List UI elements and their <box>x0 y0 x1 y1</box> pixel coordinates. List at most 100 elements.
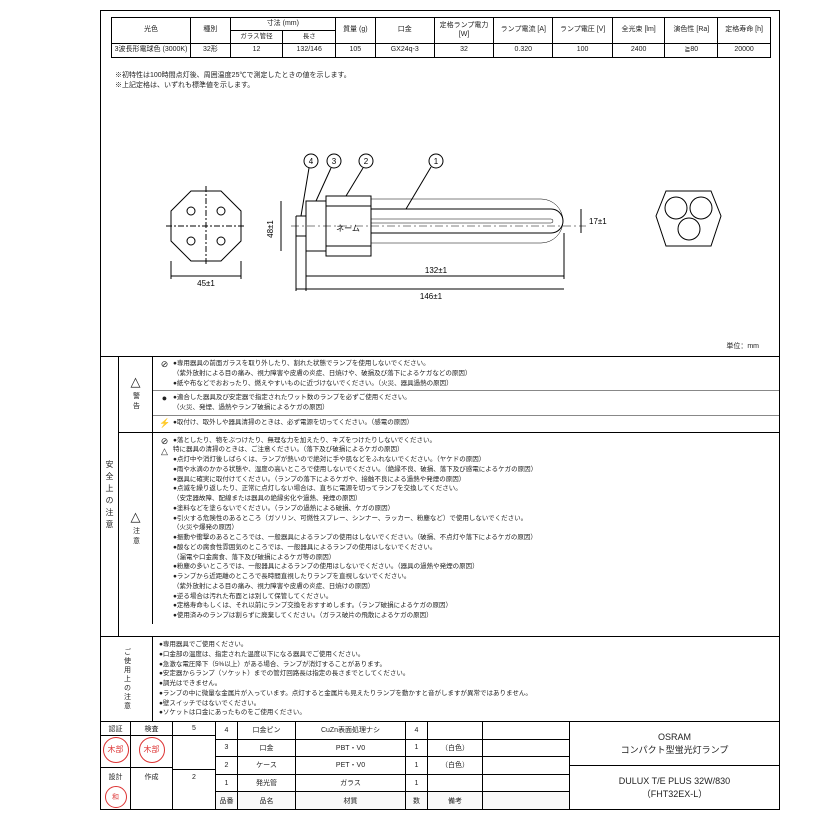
parts-row: 3口金PBT・V01（白色） <box>216 740 569 758</box>
part-num: 4 <box>216 722 238 739</box>
drawing-frame: 光色 種別 寸法 (mm) 質量 (g) 口金 定格ランプ電力 [W] ランプ電… <box>100 10 780 810</box>
parts-row: 2ケースPET・V01（白色） <box>216 757 569 775</box>
hdr-check: 検査 <box>131 722 172 736</box>
usage-content: ●専用器具でご使用ください。●口金部の温度は、指定された温度以下になる器具でご使… <box>153 637 779 721</box>
usage-text: ●専用器具でご使用ください。 <box>159 640 773 650</box>
v-color: 3波長形電球色 (3000K) <box>112 44 191 57</box>
h-len: 長さ <box>283 31 336 44</box>
dim-len2: 146±1 <box>420 292 443 301</box>
hdr-2: 2 <box>192 774 196 781</box>
warn-symbol-icon: ⚡ <box>159 418 170 429</box>
warning-label: 警告 <box>131 392 141 412</box>
title-block: 認証 木部 設計 和 検査 木部 作成 <box>101 721 779 809</box>
caution-triangle-icon: △ <box>131 510 141 523</box>
lamp-diagram: 45±1 ネーム 48±1 <box>111 101 771 341</box>
stamp-2: 木部 <box>139 737 165 763</box>
part-name: 口金ピン <box>238 722 296 739</box>
caution-text: ●ランプから近距離のところで長時間直視したりランプを直視しないでください。 <box>173 572 773 582</box>
v-mass: 105 <box>336 44 376 57</box>
caution-text: ●引火する危険性のあるところ（ガソリン、可燃性スプレー、シンナー、ラッカー、粉塵… <box>173 514 773 524</box>
datasheet-page: 光色 種別 寸法 (mm) 質量 (g) 口金 定格ランプ電力 [W] ランプ電… <box>0 0 822 822</box>
callout-2: 2 <box>364 157 369 166</box>
v-watt: 32 <box>434 44 493 57</box>
h-dia: ガラス管径 <box>230 31 283 44</box>
caution-text: ●器具に確実に取付けてください。（ランプの落下によるケガや、接触不良による過熱や… <box>173 475 773 485</box>
note-1: ※初特性は100時間点灯後、周囲温度25℃で測定したときの値を示します。 <box>115 71 351 81</box>
warning-triangle-icon: △ <box>131 375 141 388</box>
h-watt: 定格ランプ電力 [W] <box>434 18 493 44</box>
h-color: 光色 <box>112 18 191 44</box>
title-company: OSRAM コンパクト型蛍光灯ランプ <box>570 722 779 766</box>
hdr-cert: 認証 <box>101 722 130 736</box>
h-amp: ランプ電流 [A] <box>494 18 553 44</box>
part-num: 1 <box>216 775 238 792</box>
v-type: 32形 <box>191 44 231 57</box>
parts-row: 1発光管ガラス1 <box>216 775 569 793</box>
caution-text: （火災や爆発の原因） <box>173 523 773 533</box>
note-2: ※上記定格は、いずれも標準値を示します。 <box>115 81 351 91</box>
warn-symbol-icon: ⊘ <box>159 359 170 370</box>
warn-text: ●適合した器具及び安定器で指定されたワット数のランプを必ずご使用ください。 （火… <box>173 393 411 413</box>
v-ra: ≧80 <box>665 44 718 57</box>
caution-symbol-icon: ⊘△ <box>159 436 170 458</box>
parts-header: 品番品名材質数備考 <box>216 792 569 809</box>
caution-text: ●塗料などを塗らないでください。（ランプの過熱による破損、ケガの原因） <box>173 504 773 514</box>
approval-block: 認証 木部 設計 和 検査 木部 作成 <box>101 722 216 809</box>
part-qty: 1 <box>406 757 428 774</box>
caution-text: 特に器具の清掃のときは、ご注意ください。（落下及び破損によるケガの原因） <box>173 445 773 455</box>
h-mass: 質量 (g) <box>336 18 376 44</box>
warning-content: ⊘●専用器具の前面ガラスを取り外したり、割れた状態でランプを使用しないでください… <box>153 356 779 432</box>
title-model: DULUX T/E PLUS 32W/830 （FHT32EX-L） <box>570 766 779 809</box>
spec-notes: ※初特性は100時間点灯後、周囲温度25℃で測定したときの値を示します。 ※上記… <box>115 71 351 91</box>
unit-label: 単位：mm <box>726 341 759 351</box>
caution-text: （漏電や口金腐食、落下及び破損によるケガ等の原因） <box>173 553 773 563</box>
hdr-design: 設計 <box>109 772 123 782</box>
caution-text: ●点滅を繰り返したり、正常に点灯しない場合は、直ちに電源を切ってランプを交換して… <box>173 484 773 494</box>
caution-content: ⊘△●落としたり、物をぶつけたり、無理な力を加えたり、キズをつけたりしないでくだ… <box>153 433 779 624</box>
part-num: 2 <box>216 757 238 774</box>
caution-text: ●雨や水滴のかかる状態や、湿度の高いところで使用しないでください。（絶縁不良、破… <box>173 465 773 475</box>
part-qty: 1 <box>406 775 428 792</box>
usage-text: ●ランプの中に微量な金属片が入っています。点灯すると金属片も見えたりランプを動か… <box>159 689 773 699</box>
part-mat: CuZn表面処理ナシ <box>296 722 406 739</box>
usage-text: ●急激な電圧降下（5%以上）がある場合、ランプが消灯することがあります。 <box>159 660 773 670</box>
part-mat: ガラス <box>296 775 406 792</box>
part-note <box>428 722 483 739</box>
parts-table: 4口金ピンCuZn表面処理ナシ43口金PBT・V01（白色）2ケースPET・V0… <box>216 722 569 809</box>
callout-1: 1 <box>434 157 439 166</box>
caution-row: △ 注意 ⊘△●落としたり、物をぶつけたり、無理な力を加えたり、キズをつけたりし… <box>119 433 779 624</box>
h-cap: 口金 <box>375 18 434 44</box>
dim-socket-w: 45±1 <box>197 279 215 288</box>
usage-text: ●調光はできません。 <box>159 679 773 689</box>
part-qty: 4 <box>406 722 428 739</box>
v-len: 132/146 <box>283 44 336 57</box>
callout-4: 4 <box>309 157 314 166</box>
part-note: （白色） <box>428 740 483 757</box>
part-qty: 1 <box>406 740 428 757</box>
h-type: 種別 <box>191 18 231 44</box>
warn-text: ●取付け、取外しや器具清掃のときは、必ず電源を切ってください。（感電の原因） <box>173 418 413 428</box>
caution-text: （安定器故障、配線または器具の絶縁劣化や過熱、発煙の原因） <box>173 494 773 504</box>
part-name: 発光管 <box>238 775 296 792</box>
caution-text: ●酸などの腐食性雰囲気のところでは、一般器具によるランプの使用はしないでください… <box>173 543 773 553</box>
warn-text: ●専用器具の前面ガラスを取り外したり、割れた状態でランプを使用しないでください。… <box>173 359 471 388</box>
caution-text: ●点灯中や消灯後しばらくは、ランプが熱いので絶対に手や肌などをふれないでください… <box>173 455 773 465</box>
v-lm: 2400 <box>612 44 665 57</box>
h-volt: ランプ電圧 [V] <box>553 18 612 44</box>
hdr-5: 5 <box>173 722 215 736</box>
v-cap: GX24q-3 <box>375 44 434 57</box>
v-volt: 100 <box>553 44 612 57</box>
caution-text: ●粉塵の多いところでは、一般器具によるランプの使用はしないでください。（器具の過… <box>173 562 773 572</box>
caution-text: ●振動や衝撃のあるところでは、一般器具によるランプの使用はしないでください。（破… <box>173 533 773 543</box>
h-life: 定格寿命 [h] <box>718 18 771 44</box>
title-right: OSRAM コンパクト型蛍光灯ランプ DULUX T/E PLUS 32W/83… <box>569 722 779 809</box>
part-mat: PET・V0 <box>296 757 406 774</box>
usage-text: ●ソケットは口金にあったものをご使用ください。 <box>159 708 773 718</box>
v-dia: 12 <box>230 44 283 57</box>
part-mat: PBT・V0 <box>296 740 406 757</box>
spec-table: 光色 種別 寸法 (mm) 質量 (g) 口金 定格ランプ電力 [W] ランプ電… <box>111 17 771 58</box>
stamp-1: 木部 <box>103 737 129 763</box>
h-dim: 寸法 (mm) <box>230 18 335 31</box>
caution-text: ●使用済みのランプは割らずに廃棄してください。（ガラス破片の飛散によるケガの原因… <box>173 611 773 621</box>
dim-tube-h: 17±1 <box>589 217 607 226</box>
